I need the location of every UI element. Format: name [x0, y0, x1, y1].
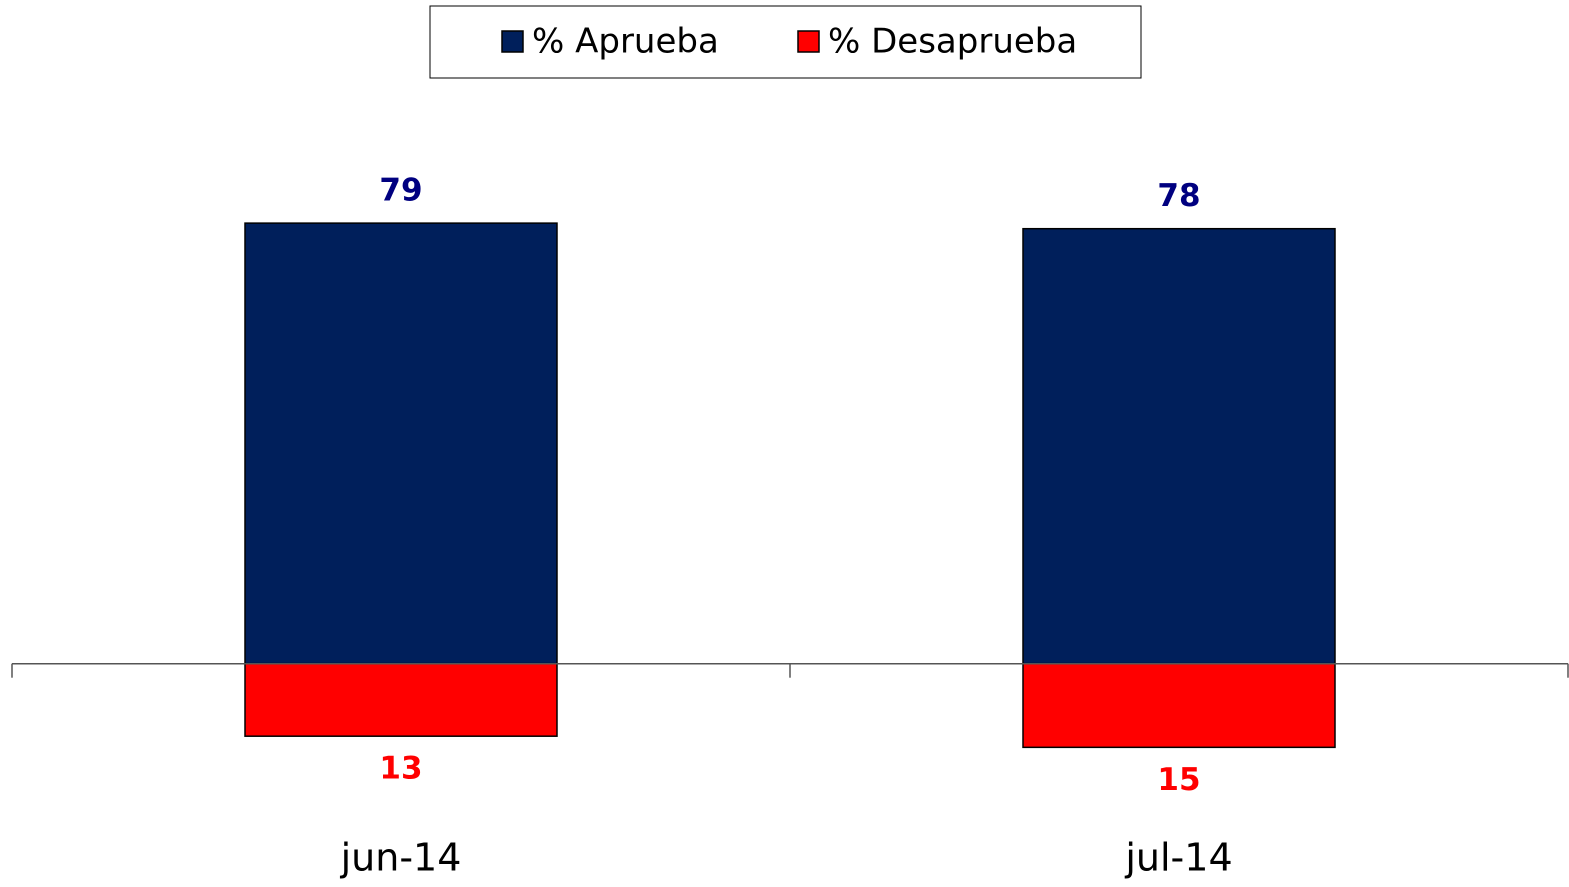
value-label: 13 [379, 751, 422, 787]
value-label: 78 [1157, 178, 1200, 214]
legend-swatch [797, 30, 820, 53]
value-label: 15 [1157, 762, 1200, 798]
x-tick-label: jun-14 [340, 836, 462, 880]
bar [1022, 227, 1336, 665]
legend-swatch [501, 30, 524, 53]
legend-box [429, 5, 1142, 79]
legend-label: % Desaprueba [828, 22, 1077, 62]
bar [244, 662, 558, 737]
legend-label: % Aprueba [532, 22, 719, 62]
x-tick-label: jul-14 [1124, 836, 1232, 880]
bar [244, 222, 558, 665]
value-label: 79 [379, 173, 422, 209]
bar [1022, 662, 1336, 749]
